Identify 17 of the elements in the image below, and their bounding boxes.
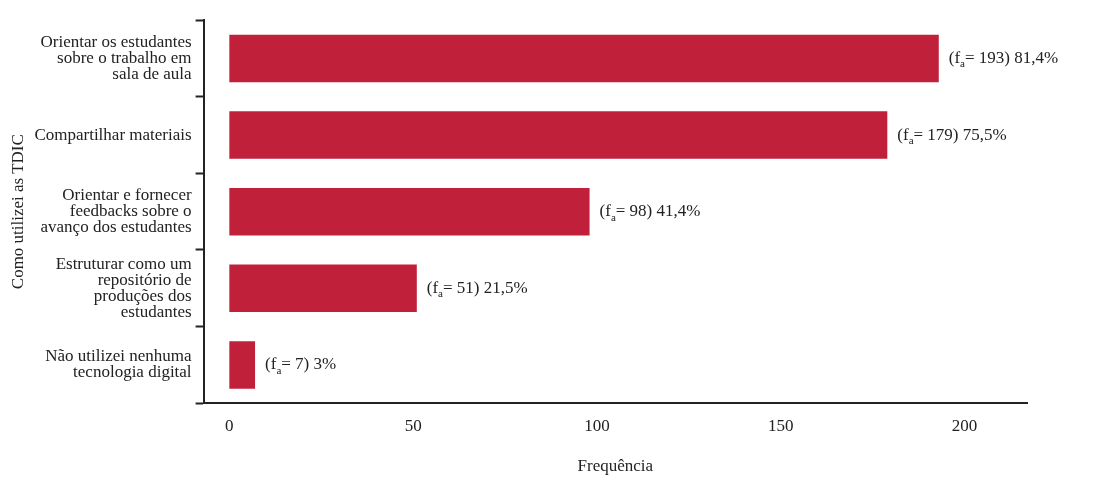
bar <box>229 187 590 236</box>
x-tick-label: 200 <box>951 415 978 435</box>
x-tick-label: 50 <box>404 415 422 435</box>
x-tick-label: 150 <box>767 415 794 435</box>
bar <box>229 264 417 313</box>
y-tick-label: Orientar e fornecer feedbacks sobre o avanço dos estudantes <box>40 184 192 237</box>
y-tick-label: Estruturar como um repositório de produções dos estudantes <box>55 253 192 321</box>
bar <box>229 341 256 389</box>
bar <box>229 34 939 83</box>
bar <box>229 111 888 159</box>
y-tick-label: Compartilhar materiais <box>34 124 192 144</box>
x-tick-label: 0 <box>225 415 234 435</box>
y-tick-label: Não utilizei nenhuma tecnologia digital <box>45 346 193 382</box>
x-tick-label: 100 <box>584 415 610 435</box>
y-tick-label: Orientar os estudantes sobre o trabalho em sala de aula <box>40 31 193 84</box>
x-axis-title: Frequência <box>577 456 654 476</box>
y-axis-title: Como utilizei as TDIC <box>7 134 27 290</box>
